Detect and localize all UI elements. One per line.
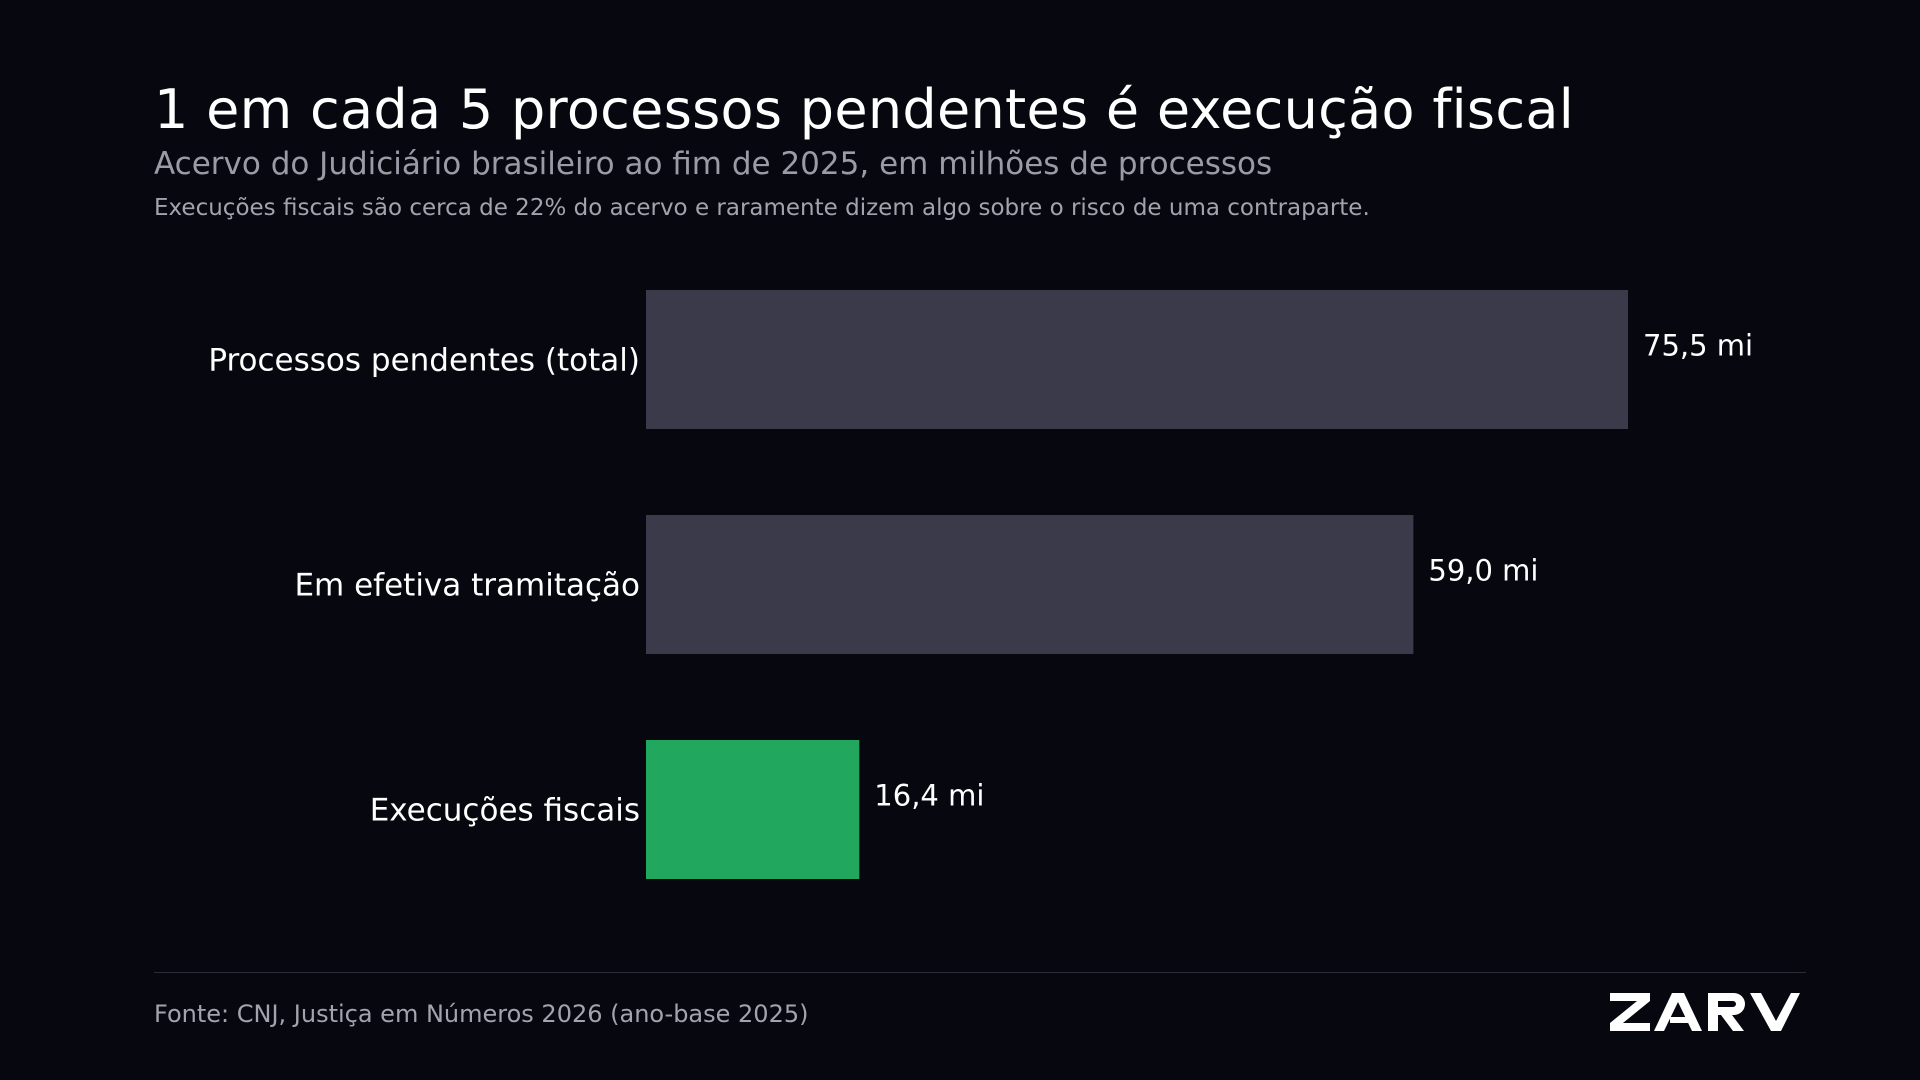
bar-3 <box>646 740 860 879</box>
bar-1 <box>646 290 1628 429</box>
zarv-logo <box>1610 993 1800 1031</box>
chart-note: Execuções fiscais são cerca de 22% do ac… <box>154 195 1370 221</box>
value-label-1: 75,5 mi <box>1643 329 1753 363</box>
value-label-2: 59,0 mi <box>1428 554 1538 588</box>
bar-chart: Processos pendentes (total) 75,5 mi Em efe… <box>208 290 1753 879</box>
value-label-3: 16,4 mi <box>874 779 984 813</box>
category-label-3: Execuções fiscais <box>370 793 640 829</box>
category-label-2: Em efetiva tramitação <box>294 568 640 604</box>
chart-title: 1 em cada 5 processos pendentes é execuç… <box>154 78 1575 141</box>
category-label-1: Processos pendentes (total) <box>208 343 640 379</box>
source-note: Fonte: CNJ, Justiça em Números 2026 (ano… <box>154 1000 809 1028</box>
footer-divider <box>154 972 1806 973</box>
chart-subtitle: Acervo do Judiciário brasileiro ao fim d… <box>154 146 1273 182</box>
bar-2 <box>646 515 1414 654</box>
